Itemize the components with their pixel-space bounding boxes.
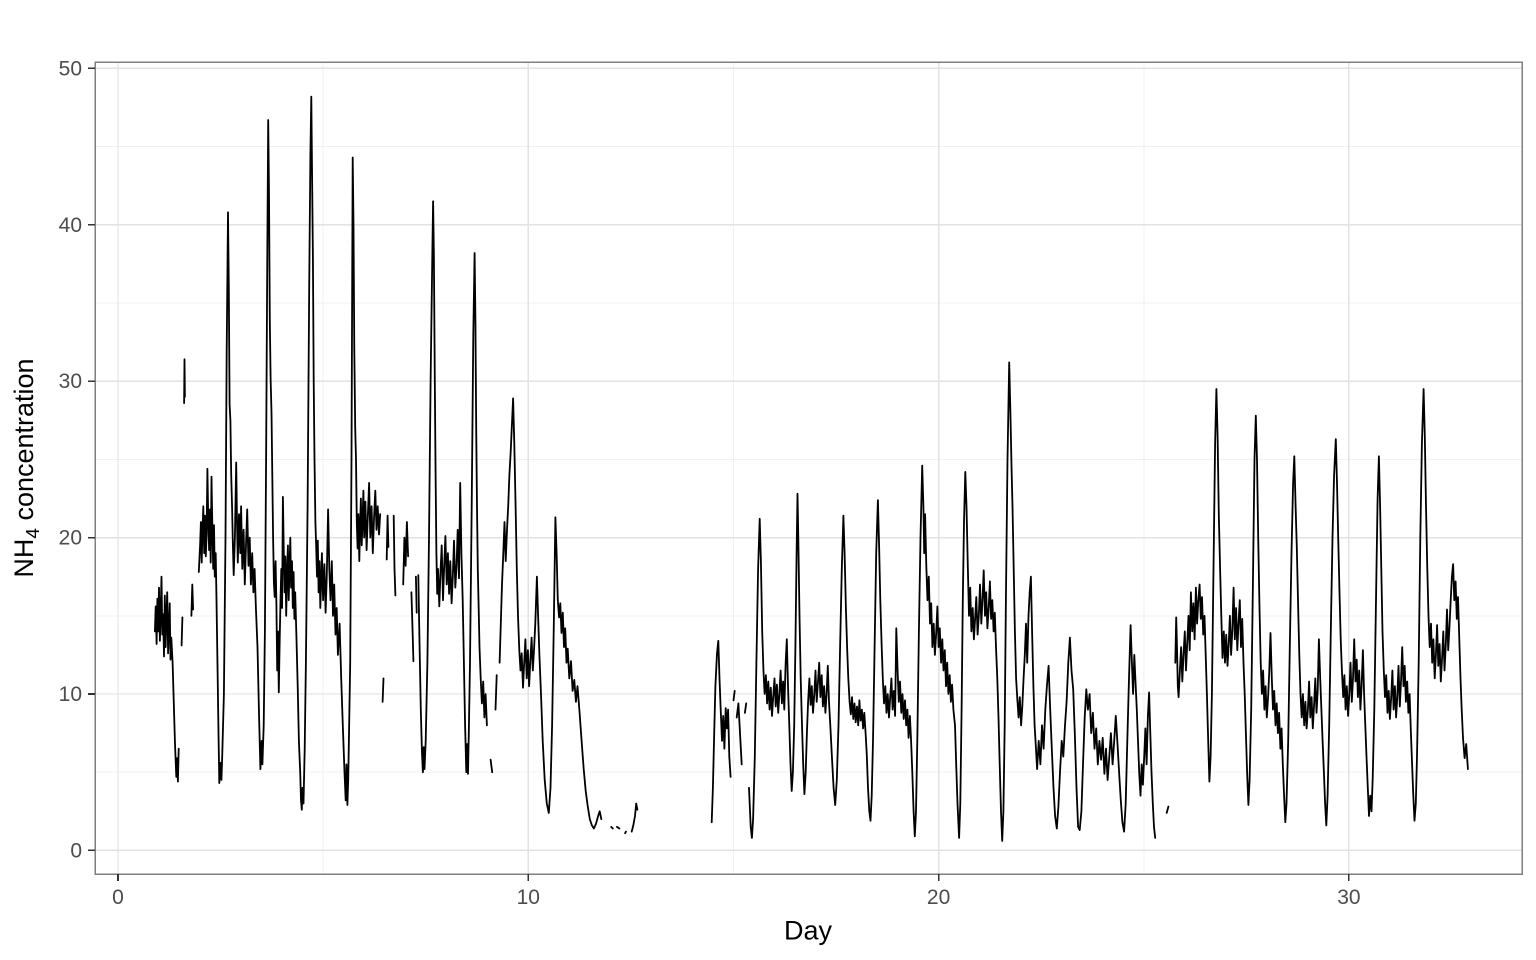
x-tick-label: 20 — [927, 886, 950, 909]
y-tick-label: 40 — [59, 214, 82, 237]
y-axis-title-subscript: 4 — [23, 528, 45, 539]
y-axis-title-suffix: concentration — [8, 358, 39, 529]
nh4-series-line — [154, 95, 1469, 842]
y-tick-label: 30 — [59, 370, 82, 393]
y-axis-title-prefix: NH — [8, 538, 39, 578]
x-tick-label: 0 — [112, 886, 124, 909]
x-tick-label: 10 — [517, 886, 540, 909]
y-tick-label: 0 — [70, 839, 82, 862]
y-tick-label: 20 — [59, 527, 82, 550]
plot-panel — [95, 62, 1522, 874]
x-tick-label: 30 — [1337, 886, 1360, 909]
y-tick-label: 50 — [59, 57, 82, 80]
axis-tick-marks — [88, 67, 1350, 881]
y-tick-label: 10 — [59, 683, 82, 706]
x-axis-title: Day — [783, 915, 833, 946]
y-axis-title: NH4 concentration — [9, 358, 45, 577]
panel-border — [94, 61, 1523, 875]
axis-tick-labels: 0 10 20 30 0 10 20 30 40 50 — [59, 57, 1361, 909]
